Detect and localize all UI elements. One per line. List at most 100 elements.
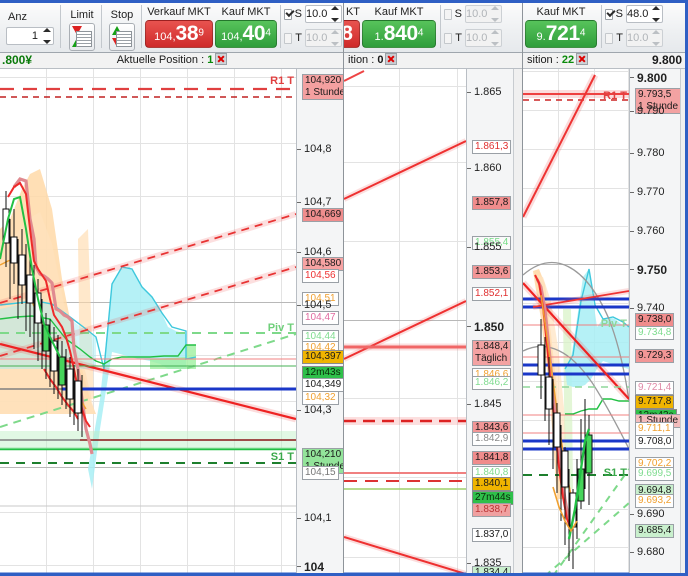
trail-checkbox[interactable] xyxy=(284,32,293,44)
price-level-tag[interactable]: 1.838,7 xyxy=(472,503,512,517)
trail-spin-arrows[interactable] xyxy=(330,30,340,46)
price-level-tag[interactable]: 1.853,6 xyxy=(472,265,512,279)
stoploss-checkbox-3[interactable] xyxy=(605,8,613,20)
price-level-tag[interactable]: 104,51 xyxy=(302,292,339,306)
vertical-scrollbar-2[interactable] xyxy=(513,69,523,576)
panel-splitter-1[interactable] xyxy=(343,0,344,576)
axis-tick-mark xyxy=(467,168,471,169)
stoploss-checkbox[interactable] xyxy=(284,8,292,20)
trail-stepper[interactable]: 10.0 xyxy=(305,29,342,47)
stoploss-stepper-2[interactable]: 10.0 xyxy=(465,5,502,23)
price-level-tag[interactable]: 9.738,0 xyxy=(635,313,675,327)
price-level-tag[interactable]: 1.834,4 xyxy=(472,566,512,576)
price-level-tag[interactable]: 1.843,6 xyxy=(472,421,512,435)
price-chart-1[interactable]: R1 T Piv T S1 T xyxy=(0,69,296,576)
trail-spin-arrows-2[interactable] xyxy=(490,30,500,46)
price-level-tag[interactable]: 9.793,5 1 Stunde xyxy=(635,88,681,114)
toolbar-divider xyxy=(101,5,102,48)
price-level-tag[interactable]: 1.846,2 xyxy=(472,376,512,390)
axis-tick-mark xyxy=(467,563,471,564)
stoploss-spin-arrows-2[interactable] xyxy=(490,6,500,22)
price-level-tag[interactable]: 9.734,8 xyxy=(635,326,675,340)
axis-tick-mark xyxy=(467,247,471,248)
close-position-icon-3[interactable] xyxy=(576,53,589,65)
price-level-tag[interactable]: 1.841,8 xyxy=(472,451,512,465)
buy-price-prefix-3: 9. xyxy=(536,31,546,43)
price-axis-1[interactable]: 104,920 1 Stunde 104,8 104,7 104,669 104,6 104… xyxy=(296,69,344,576)
price-chart-3[interactable]: R1 T Piv T S1 T xyxy=(523,69,629,576)
price-level-tag[interactable]: 1.855,4 xyxy=(472,236,512,250)
toolbar-divider xyxy=(601,5,602,48)
price-chart-2[interactable] xyxy=(344,69,466,576)
price-level-tag[interactable]: 104,349 xyxy=(302,378,344,392)
price-level-tag[interactable]: 9.693,2 xyxy=(635,494,675,508)
price-level-tag[interactable]: 104,397 xyxy=(302,350,344,364)
price-axis-2[interactable]: 1.865 1.861,3 1.860 1.857,8 1.855,4 1.855 1.85… xyxy=(466,69,514,576)
price-level-tag[interactable]: 1.857,8 xyxy=(472,196,512,210)
stoploss-spin-arrows-3[interactable] xyxy=(651,6,661,22)
buy-market-button-3[interactable]: 9.7214 xyxy=(525,20,597,48)
price-level-value: 9.711,1 xyxy=(638,423,671,434)
axis-tick-mark xyxy=(630,308,634,309)
price-level-tag[interactable]: 9.699,5 xyxy=(635,467,675,481)
trail-checkbox-3[interactable] xyxy=(605,32,614,44)
close-position-icon[interactable] xyxy=(215,53,228,65)
price-level-tag[interactable]: 104,32 xyxy=(302,391,339,405)
price-level-tag[interactable]: 9.721,4 xyxy=(635,381,675,395)
quantity-spin-arrows[interactable] xyxy=(41,28,52,44)
price-level-tag[interactable]: 1.840,8 xyxy=(472,466,512,480)
stop-label: Stop xyxy=(110,9,134,21)
vertical-scrollbar-3[interactable] xyxy=(680,69,688,576)
trail-stepper-2[interactable]: 10.0 xyxy=(465,29,502,47)
sell-group-1: Verkauf MKT 104,389 xyxy=(145,4,213,49)
price-level-tag[interactable]: 1.840,1 xyxy=(472,477,512,491)
price-level-tag[interactable]: 104,920 1 Stunde xyxy=(302,74,344,100)
trail-stepper-3[interactable]: 10.0 xyxy=(626,29,663,47)
price-level-tag[interactable]: 9.729,3 xyxy=(635,349,675,363)
buy-group-2: Kauf MKT 1.8404 xyxy=(362,4,436,49)
price-level-tag[interactable]: 1.842,9 xyxy=(472,432,512,446)
position-label: Aktuelle Position : xyxy=(116,54,205,66)
price-level-tag[interactable]: 9.711,1 xyxy=(635,422,674,436)
axis-tick-label: 9.790 xyxy=(637,105,665,117)
limit-order-button[interactable] xyxy=(69,23,95,51)
sell-label-2: KT xyxy=(345,6,360,18)
sell-market-button[interactable]: 104,389 xyxy=(145,20,213,48)
price-axis-3[interactable]: 9.800 9.793,5 1 Stunde 9.790 9.780 9.770 9.760… xyxy=(629,69,681,576)
sell-market-button-2[interactable]: 8 xyxy=(344,20,360,48)
trail-checkbox-2[interactable] xyxy=(444,32,453,44)
buy-market-button-2[interactable]: 1.8404 xyxy=(362,20,436,48)
axis-tick-mark xyxy=(297,252,301,253)
price-level-tag[interactable]: 1.837,0 xyxy=(472,528,512,542)
stop-order-button[interactable] xyxy=(109,23,135,51)
price-level-tag[interactable]: 9.717,8 xyxy=(635,395,675,409)
price-level-tag[interactable]: 1.848,4 Täglich xyxy=(472,340,512,366)
price-level-value: 1.846,6 xyxy=(475,369,509,380)
trail-value: 10.0 xyxy=(306,32,328,44)
axis-tick-label: 9.740 xyxy=(637,302,665,314)
buy-market-button[interactable]: 104,404 xyxy=(215,20,277,48)
toolbar-divider xyxy=(440,5,441,48)
axis-tick-mark xyxy=(467,92,471,93)
price-level-tag[interactable]: 1.852,1 xyxy=(472,287,512,301)
stoploss-checkbox-2[interactable] xyxy=(444,8,452,20)
buy-price-sup: 4 xyxy=(265,27,271,39)
stoploss-spin-arrows[interactable] xyxy=(330,6,340,22)
price-level-tag[interactable]: 9.708,0 xyxy=(635,435,675,449)
trail-spin-arrows-3[interactable] xyxy=(651,30,661,46)
panel-splitter-2[interactable] xyxy=(522,0,523,576)
price-level-tag[interactable]: 104,15 xyxy=(302,466,339,480)
close-position-icon-2[interactable] xyxy=(385,53,398,65)
price-level-tag[interactable]: 9.685,4 xyxy=(635,524,675,538)
stoploss-stepper[interactable]: 10.0 xyxy=(305,5,342,23)
quantity-stepper[interactable]: 1 xyxy=(6,27,54,45)
price-level-tag[interactable]: 104,669 xyxy=(302,208,344,222)
trail-value-3: 10.0 xyxy=(627,32,649,44)
stoploss-stepper-3[interactable]: 48.0 xyxy=(626,5,663,23)
price-level-tag[interactable]: 104,47 xyxy=(302,311,339,325)
price-level-tag[interactable]: 104,56 xyxy=(302,269,339,283)
price-level-tag[interactable]: 1.861,3 xyxy=(472,140,512,154)
axis-tick-mark xyxy=(297,566,301,567)
position-bar-3: sition : 22 xyxy=(523,53,688,69)
